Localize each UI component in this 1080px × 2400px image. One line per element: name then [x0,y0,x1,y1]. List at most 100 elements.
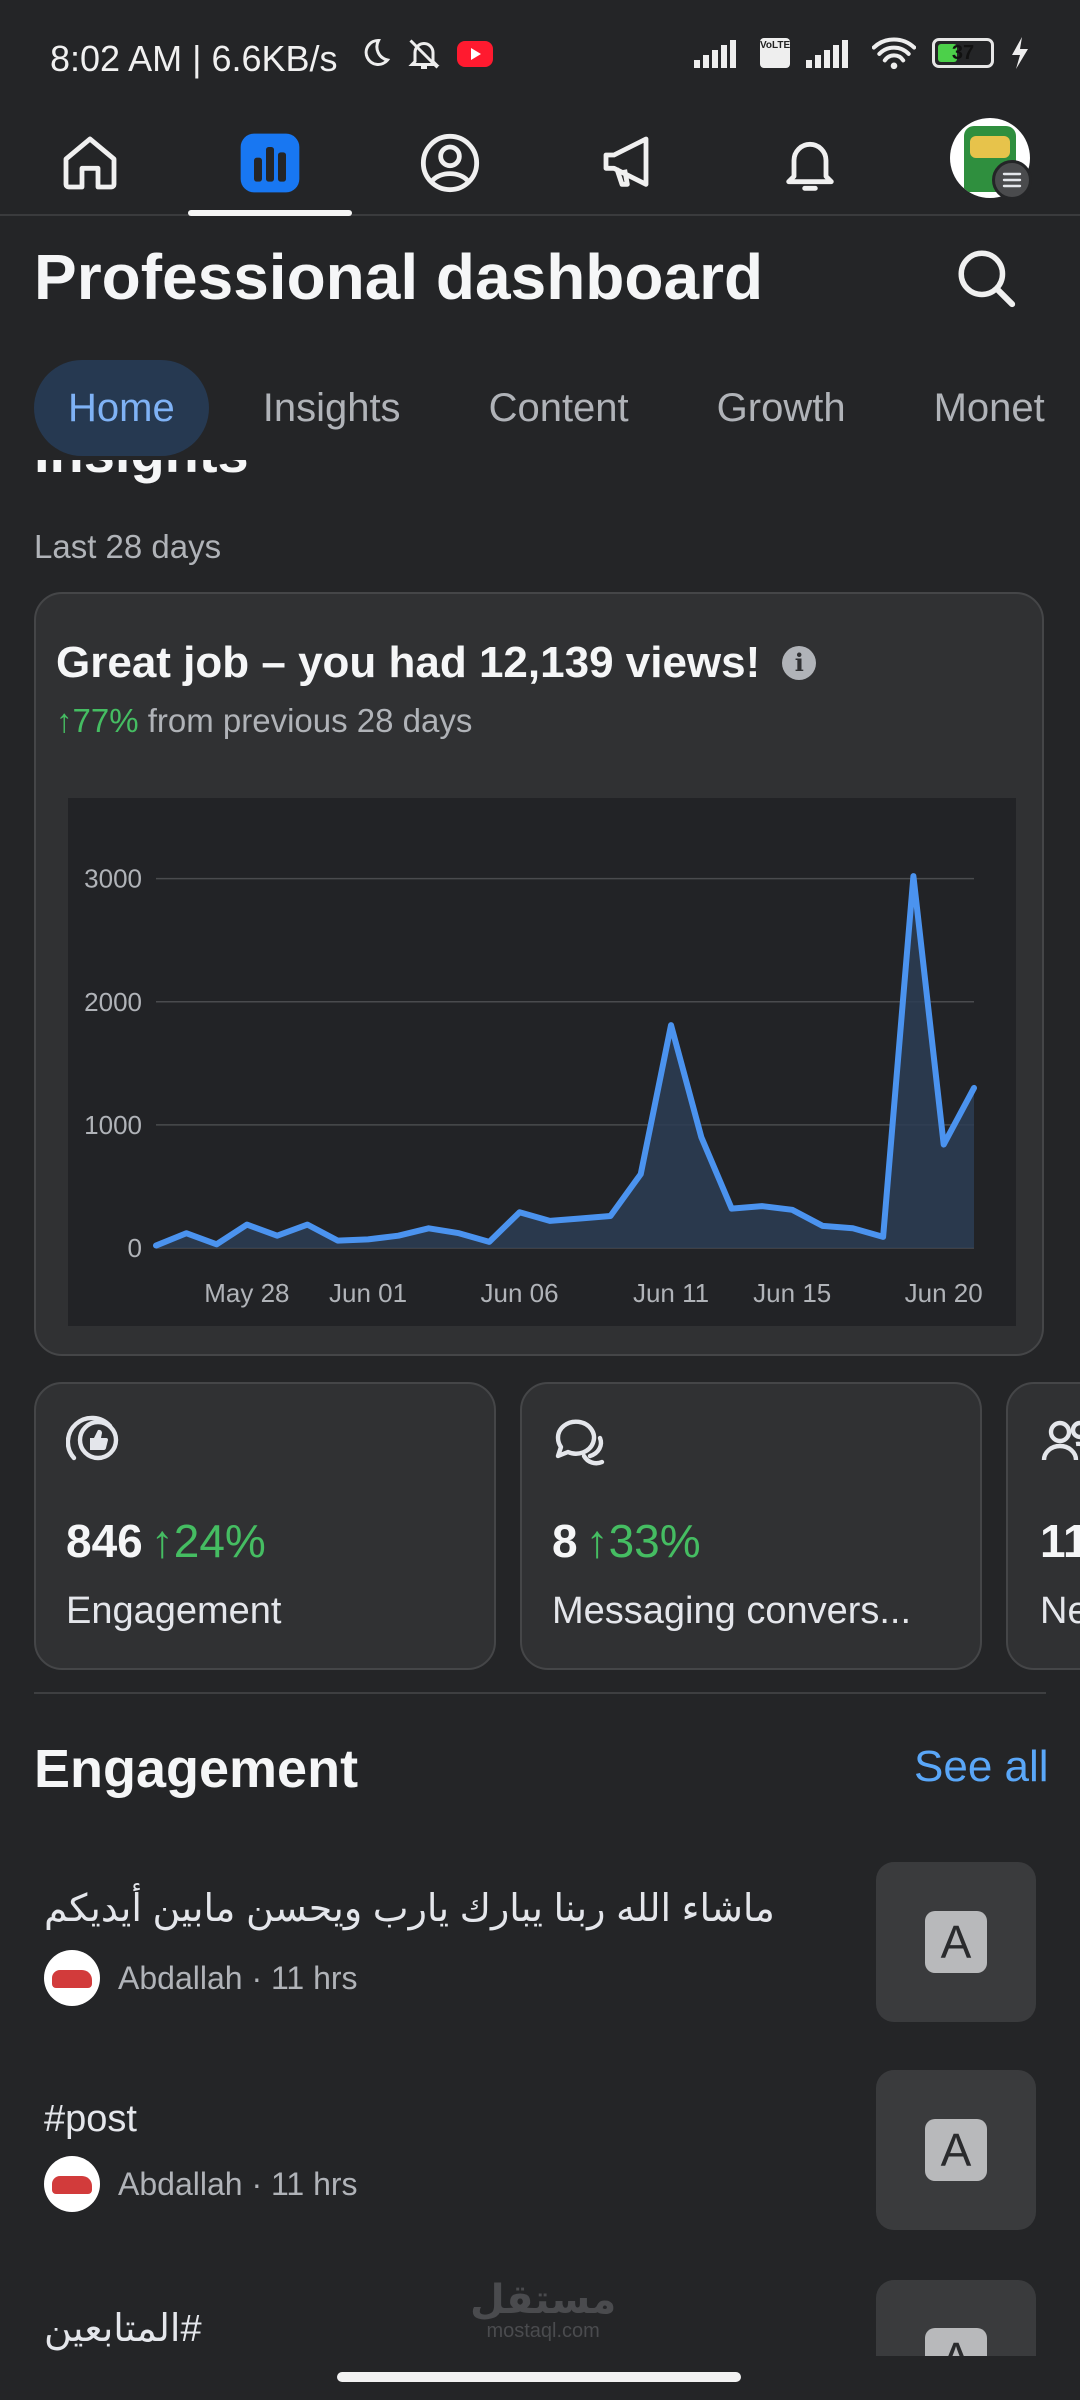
chart-data-point [397,1235,399,1237]
megaphone-icon [603,136,649,187]
metric-value: 11 [1040,1515,1080,1567]
tab-monetization[interactable]: Monet [933,386,1045,430]
messenger-icon [555,1419,605,1466]
metric-value: 846 ↑24% [66,1515,266,1567]
dashboard-bar-chart-icon [240,133,300,193]
chart-x-tick-label: May 28 [204,1278,289,1308]
chart-area-fill [156,876,974,1248]
period-label: Last 28 days [34,528,222,565]
tab-content[interactable]: Content [488,386,629,430]
section-title-clipped: Insights [34,460,334,502]
views-change-percent: ↑77% [56,702,139,739]
post-thumbnail[interactable]: A [876,1862,1036,2022]
chart-data-point [670,1024,672,1026]
profile-icon [420,133,480,193]
chart-data-point [609,1215,611,1217]
charging-bolt-icon [1012,37,1028,69]
thumbnail-letter: A [925,1911,987,1973]
watermark-url: mostaql.com [486,2320,600,2342]
wifi-icon [872,37,916,70]
chart-y-tick-label: 2000 [84,987,142,1017]
chart-data-point [185,1232,187,1234]
chart-x-tick-label: Jun 06 [481,1278,559,1308]
battery-icon: 37 [932,38,994,68]
chart-x-tick-label: Jun 01 [329,1278,407,1308]
views-change: ↑77% from previous 28 days [56,702,472,740]
signal-icon [694,40,736,68]
chart-data-point [428,1227,430,1229]
chart-data-point [276,1235,278,1237]
watermark: مستقل mostaql.com [470,2280,616,2343]
chart-data-point [973,1087,975,1089]
chart-data-point [549,1220,551,1222]
search-button[interactable] [946,238,1026,318]
thumbs-up-icon [66,1415,119,1461]
bell-off-icon [408,39,440,69]
avatar-car [52,1970,92,1988]
section-divider [34,1692,1046,1694]
avatar-car [52,2176,92,2194]
nav-notifications[interactable] [760,118,860,208]
chart-data-point [640,1173,642,1175]
profile-avatar[interactable] [950,118,1030,198]
gesture-home-bar[interactable] [337,2372,741,2382]
nav-dashboard[interactable] [220,118,320,208]
engagement-item-text[interactable]: ماشاء الله ربنا يبارك يارب ويحسن مابين أ… [44,1888,775,1930]
people-icon [1041,1420,1080,1461]
author-avatar[interactable] [44,1950,100,2006]
chart-x-tick-label: Jun 15 [753,1278,831,1308]
tab-growth[interactable]: Growth [716,386,846,430]
views-change-suffix: from previous 28 days [147,702,473,739]
metric-card-messaging[interactable]: 8 ↑33% Messaging convers... [520,1382,982,1670]
author-time: Abdallah · 11 hrs [118,1959,358,1996]
engagement-item-text[interactable]: #المتابعين [44,2308,202,2350]
moon-icon [364,38,391,66]
home-icon [63,136,117,190]
chart-data-point [852,1227,854,1229]
hamburger-menu-icon [1002,172,1022,188]
active-tab-indicator [188,210,352,216]
metric-card-engagement[interactable]: 846 ↑24% Engagement [34,1382,496,1670]
nav-ads[interactable] [580,118,680,208]
engagement-item-meta: Abdallah · 11 hrs [44,1950,358,2006]
avatar-logo-detail [970,136,1010,158]
see-all-link[interactable]: See all [914,1742,1049,1791]
tab-insights[interactable]: Insights [262,386,401,430]
chart-x-tick-label: Jun 20 [905,1278,983,1308]
chart-data-point [579,1217,581,1219]
chart-series-line [153,873,977,1249]
chart-data-point [882,1236,884,1238]
bell-icon [786,141,834,191]
chart-x-tick-label: Jun 11 [633,1278,709,1308]
post-thumbnail[interactable]: A [876,2070,1036,2230]
chart-data-point [519,1211,521,1213]
chart-data-point [912,875,914,877]
nav-home[interactable] [40,118,140,208]
chart-data-point [700,1136,702,1138]
chart-y-tick-label: 3000 [84,864,142,894]
chart-data-point [761,1205,763,1207]
chart-y-tick-label: 1000 [84,1110,142,1140]
metric-card-new-followers[interactable]: 11 Ne [1006,1382,1080,1670]
post-thumbnail[interactable]: A [876,2280,1036,2356]
chart-data-point [337,1240,339,1242]
dashboard-tabs: Home Insights Content Growth Monet [34,360,1080,456]
chart-data-point [458,1232,460,1234]
author-time: Abdallah · 11 hrs [118,2165,358,2202]
views-card-title: Great job – you had 12,139 views! i [56,638,817,688]
views-card[interactable]: Great job – you had 12,139 views! i ↑77%… [34,592,1044,1356]
nav-profile[interactable] [400,118,500,208]
thumbnail-letter: A [925,2119,987,2181]
tab-home[interactable]: Home [34,360,209,456]
signal-icon-2 [806,40,848,68]
thumbnail-letter: A [925,2328,987,2356]
author-avatar[interactable] [44,2156,100,2212]
menu-badge[interactable] [992,160,1032,200]
engagement-item-text[interactable]: #post [44,2098,137,2140]
chart-data-point [367,1238,369,1240]
chart-data-point [306,1224,308,1226]
chart-data-point [155,1245,157,1247]
status-time: 8:02 AM | 6.6KB/s [50,38,338,79]
chart-data-point [822,1225,824,1227]
info-icon[interactable]: i [782,646,817,680]
